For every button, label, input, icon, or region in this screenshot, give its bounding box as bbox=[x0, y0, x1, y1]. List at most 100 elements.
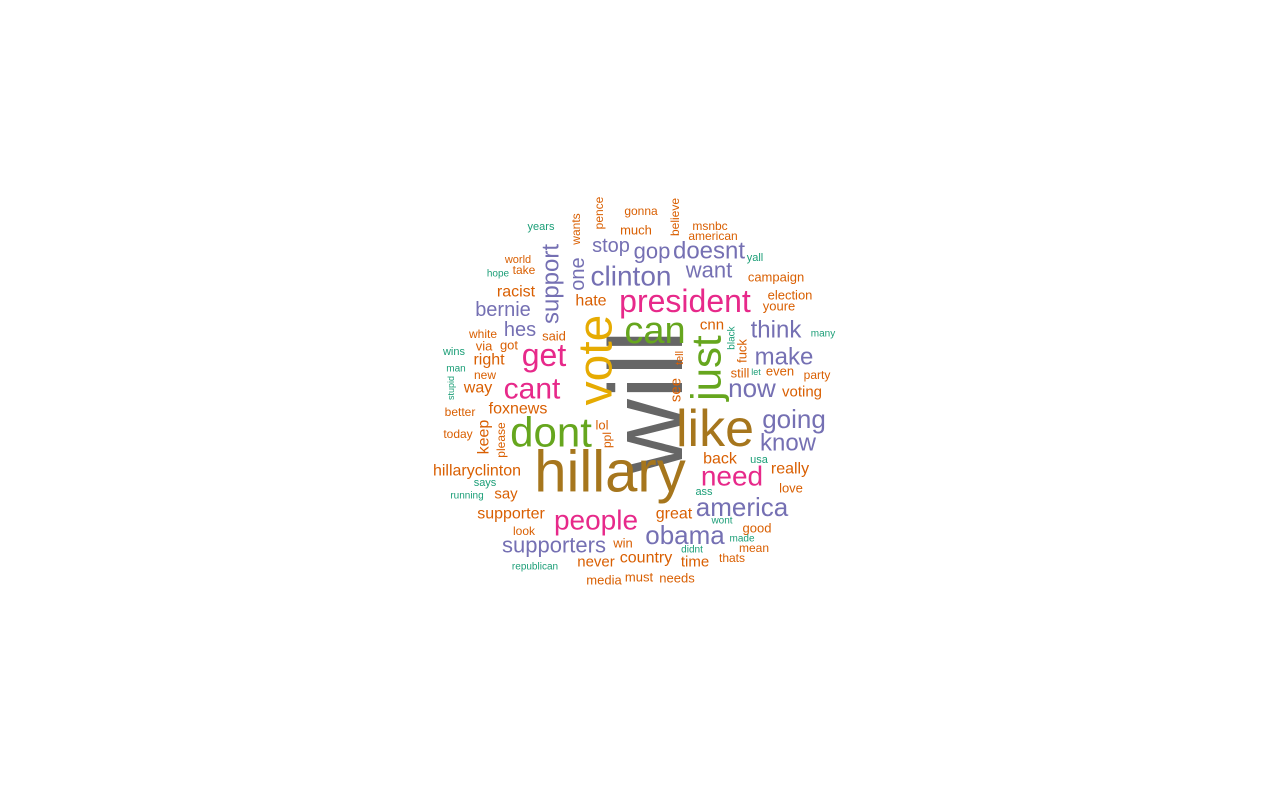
word-like: like bbox=[676, 400, 754, 458]
word-doesnt: doesnt bbox=[673, 238, 745, 265]
word-please: please bbox=[494, 422, 508, 458]
word-hillaryclinton: hillaryclinton bbox=[433, 463, 521, 480]
word-via: via bbox=[476, 339, 493, 354]
word-going: going bbox=[762, 404, 826, 434]
word-said: said bbox=[542, 329, 566, 344]
word-republican: republican bbox=[512, 562, 558, 573]
word-make: make bbox=[755, 344, 814, 371]
word-hillary: hillary bbox=[534, 440, 686, 505]
word-got: got bbox=[500, 338, 518, 353]
word-one: one bbox=[567, 257, 589, 290]
word-racist: racist bbox=[497, 284, 536, 301]
word-never: never bbox=[577, 554, 615, 571]
word-country: country bbox=[620, 550, 672, 567]
word-way: way bbox=[463, 380, 492, 397]
word-say: say bbox=[494, 486, 518, 503]
word-made: made bbox=[729, 534, 754, 545]
word-bernie: bernie bbox=[475, 299, 531, 321]
word-hate: hate bbox=[575, 293, 606, 310]
word-running: running bbox=[450, 491, 483, 502]
word-wants: wants bbox=[569, 213, 583, 245]
word-needs: needs bbox=[659, 571, 695, 586]
word-supporters: supporters bbox=[502, 533, 606, 558]
word-vote: vote bbox=[570, 315, 623, 406]
word-gonna: gonna bbox=[624, 204, 658, 218]
word-today: today bbox=[443, 427, 472, 441]
word-fuck: fuck bbox=[735, 339, 750, 363]
word-cnn: cnn bbox=[700, 317, 724, 334]
word-tell: tell bbox=[674, 351, 686, 365]
word-pence: pence bbox=[592, 196, 606, 229]
word-stop: stop bbox=[592, 235, 630, 257]
word-wont: wont bbox=[710, 516, 732, 527]
word-foxnews: foxnews bbox=[489, 401, 548, 418]
word-youre: youre bbox=[763, 299, 796, 314]
word-many: many bbox=[811, 329, 835, 340]
word-obama: obama bbox=[645, 520, 725, 550]
word-ppl: ppl bbox=[600, 432, 614, 448]
word-good: good bbox=[743, 521, 772, 536]
word-media: media bbox=[586, 573, 622, 588]
word-years: years bbox=[528, 221, 555, 233]
word-believe: believe bbox=[668, 198, 682, 236]
word-love: love bbox=[779, 481, 803, 496]
word-know: know bbox=[760, 430, 817, 457]
word-gop: gop bbox=[634, 239, 671, 264]
word-wins: wins bbox=[442, 346, 466, 358]
word-mean: mean bbox=[739, 541, 769, 555]
word-voting: voting bbox=[782, 384, 822, 401]
word-people: people bbox=[554, 505, 638, 536]
word-better: better bbox=[445, 405, 476, 419]
word-think: think bbox=[751, 317, 803, 344]
word-campaign: campaign bbox=[748, 270, 804, 285]
word-really: really bbox=[771, 461, 809, 478]
word-take: take bbox=[513, 263, 536, 277]
word-black: black bbox=[727, 325, 738, 349]
word-will: will bbox=[589, 330, 705, 475]
word-win: win bbox=[612, 536, 633, 551]
word-need: need bbox=[701, 461, 763, 492]
word-must: must bbox=[625, 570, 654, 585]
word-america: america bbox=[696, 492, 789, 522]
word-new: new bbox=[474, 368, 496, 382]
word-party: party bbox=[804, 368, 831, 382]
word-look: look bbox=[513, 524, 536, 538]
word-didnt: didnt bbox=[681, 545, 703, 556]
word-man: man bbox=[446, 364, 465, 375]
word-usa: usa bbox=[750, 454, 769, 466]
word-ass: ass bbox=[695, 486, 713, 498]
word-hes: hes bbox=[504, 319, 536, 341]
word-thats: thats bbox=[719, 551, 745, 565]
word-get: get bbox=[522, 337, 567, 373]
word-now: now bbox=[728, 373, 776, 403]
word-stupid: stupid bbox=[446, 376, 456, 400]
word-much: much bbox=[620, 223, 652, 238]
word-world: world bbox=[504, 254, 531, 266]
word-can: can bbox=[624, 310, 685, 352]
word-great: great bbox=[656, 506, 693, 523]
word-lol: lol bbox=[595, 418, 608, 433]
word-right: right bbox=[473, 352, 505, 369]
word-let: let bbox=[751, 367, 761, 377]
word-msnbc: msnbc bbox=[692, 219, 727, 233]
word-american: american bbox=[688, 229, 737, 243]
word-keep: keep bbox=[476, 420, 493, 455]
word-support: support bbox=[538, 244, 565, 324]
word-hope: hope bbox=[487, 269, 510, 280]
word-yall: yall bbox=[747, 252, 764, 264]
word-president: president bbox=[619, 283, 751, 319]
word-white: white bbox=[468, 327, 497, 341]
word-election: election bbox=[768, 288, 813, 303]
word-dont: dont bbox=[510, 409, 592, 456]
word-even: even bbox=[766, 364, 794, 379]
word-time: time bbox=[681, 554, 709, 571]
word-still: still bbox=[731, 366, 750, 381]
word-want: want bbox=[685, 258, 732, 283]
word-see: see bbox=[668, 378, 685, 402]
word-back: back bbox=[703, 451, 738, 468]
word-supporter: supporter bbox=[477, 506, 545, 523]
word-clinton: clinton bbox=[591, 261, 672, 292]
word-says: says bbox=[474, 477, 497, 489]
word-just: just bbox=[683, 335, 730, 403]
